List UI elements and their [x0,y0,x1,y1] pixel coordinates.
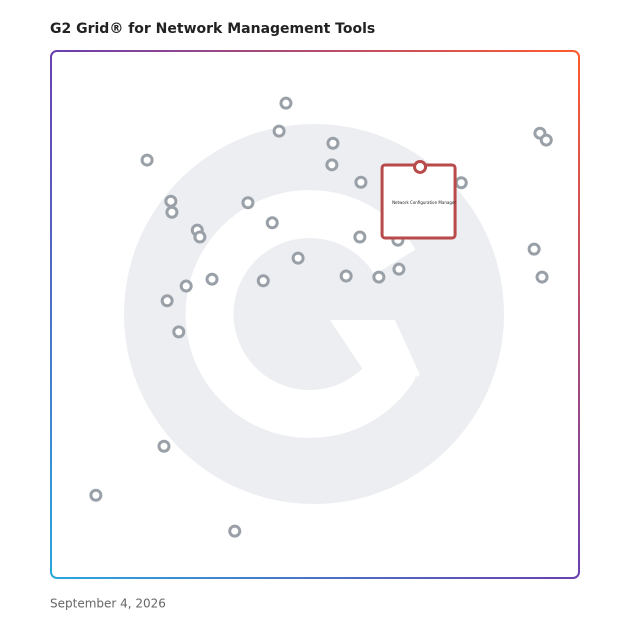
product-dot [339,269,353,283]
highlight-label: Network Configuration Manager [392,200,456,205]
product-dot [454,176,468,190]
product-dot [279,96,293,110]
product-dot [172,325,186,339]
product-dot [372,270,386,284]
product-dot [165,205,179,219]
product-dot [291,251,305,265]
highlight-dot [413,159,428,174]
product-dot [353,230,367,244]
product-dot [535,270,549,284]
date: September 4, 2026 [50,597,166,611]
product-dot [193,230,207,244]
product-dot [164,194,178,208]
product-dot [179,279,193,293]
product-dot [160,294,174,308]
product-dot [241,196,255,210]
product-dot [89,488,103,502]
product-dot [205,272,219,286]
product-dot [527,242,541,256]
product-dot [325,158,339,172]
product-dot [256,274,270,288]
product-dot [140,153,154,167]
chart-title: G2 Grid® for Network Management Tools [50,21,375,37]
product-dot [228,524,242,538]
product-dot [392,262,406,276]
product-dot [272,124,286,138]
product-dot [157,439,171,453]
product-dot [265,216,279,230]
product-dot [354,175,368,189]
product-dot [539,133,553,147]
product-dot [326,136,340,150]
